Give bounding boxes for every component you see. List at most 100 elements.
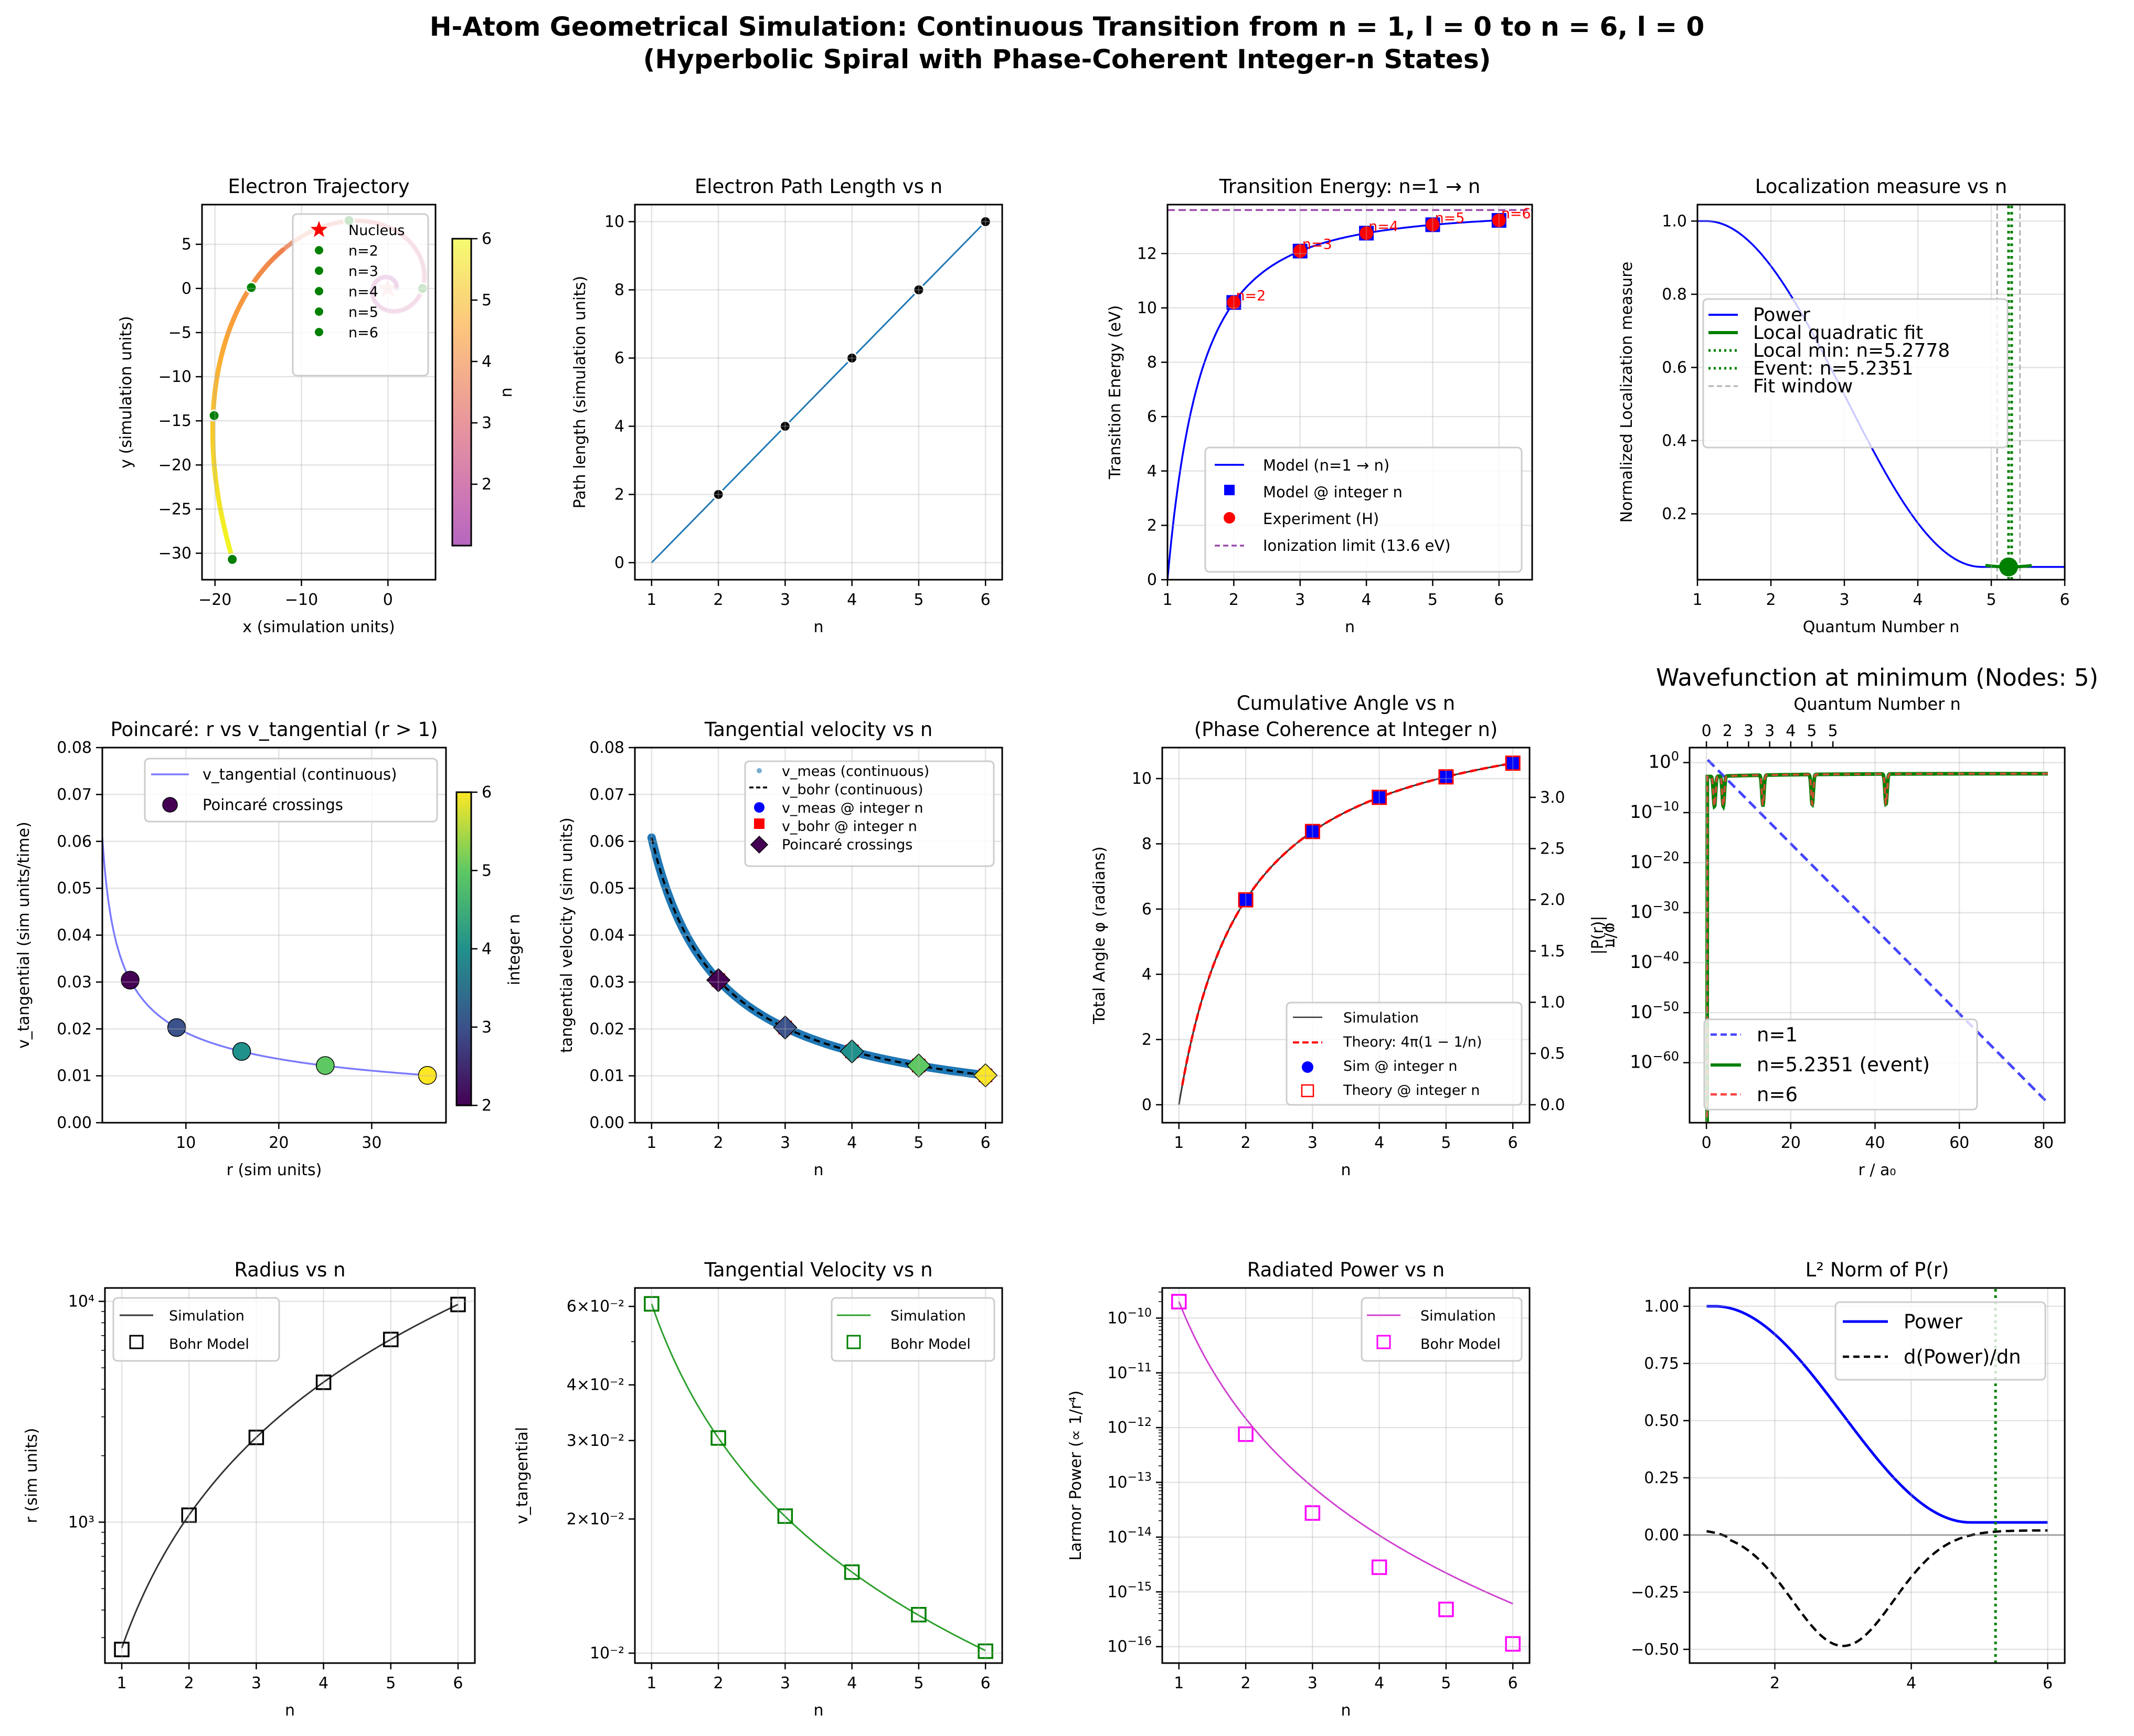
plot-area [114, 1296, 466, 1657]
poincare-crossing-marker [706, 968, 731, 993]
x-tick-label: 4 [1362, 591, 1372, 609]
y-tick-label: 4 [1142, 965, 1152, 984]
y-right-tick-label: 3.0 [1540, 789, 1565, 807]
legend-label: d(Power)/dn [1904, 1346, 2021, 1368]
x-axis-label: n [813, 1701, 823, 1720]
y-tick-label: 10 [1132, 770, 1152, 788]
colorbar-tick-label: 5 [482, 861, 492, 880]
power-curve [1706, 1305, 2048, 1524]
x-tick-label: 2 [1241, 1674, 1251, 1692]
y-tick-label: 10⁴ [68, 1293, 94, 1311]
x-tick-label: 20 [1781, 1134, 1801, 1152]
y-tick-label: 0.6 [1662, 358, 1687, 377]
y-axis-label: v_tangential [513, 1427, 532, 1524]
integer-n-point [226, 553, 239, 566]
trajectory-segment [284, 243, 290, 249]
y-axis-label: tangential velocity (sim units) [558, 817, 576, 1053]
chart-radiated-power: 1 2 3 4 5 6 10−10 10−11 10−12 10−13 10−14 10−15 10−1… [1067, 1259, 1531, 1720]
legend-label: n=4 [348, 284, 378, 300]
integer-n-marker [1505, 755, 1521, 771]
integer-n-marker [1438, 769, 1454, 785]
legend-label: v_tangential (continuous) [203, 765, 397, 783]
plot-area [644, 1296, 993, 1659]
legend-marker [129, 1335, 144, 1349]
y-tick-label: 10−20 [1630, 849, 1679, 872]
y-tick-label: 0.06 [57, 833, 92, 851]
top-x-tick-label: 3 [1765, 722, 1775, 740]
y-tick-label: 10−13 [1107, 1471, 1152, 1492]
y-tick-label: −25 [158, 500, 192, 518]
legend-label: Local quadratic fit [1753, 322, 1923, 344]
legend-label: Power [1904, 1311, 1963, 1333]
colorbar-tick-label: 3 [482, 1018, 492, 1037]
chart-title: Electron Trajectory [228, 175, 409, 198]
x-tick-label: 2 [714, 1674, 724, 1692]
legend-nucleus-icon [310, 221, 328, 237]
experiment-marker [1360, 226, 1374, 240]
axes-frame [1689, 1287, 2066, 1664]
x-tick-label: 3 [780, 591, 790, 609]
legend-marker [754, 802, 765, 813]
x-tick-label: 1 [1174, 1674, 1184, 1692]
axes-frame [634, 204, 1003, 581]
y-right-tick-label: 2.5 [1540, 839, 1565, 858]
point-annotation: n=5 [1435, 210, 1464, 226]
x-tick-label: 2 [714, 591, 724, 609]
experiment-marker [1426, 218, 1440, 232]
bohr-marker [844, 1564, 860, 1580]
x-axis-label: Quantum Number n [1803, 618, 1960, 636]
bohr-marker [777, 1508, 793, 1524]
x-tick-label: 6 [1508, 1674, 1518, 1692]
x-tick-label: 2 [714, 1134, 724, 1152]
simulation-curve [651, 1303, 986, 1652]
y-tick-label: 10−14 [1107, 1526, 1152, 1547]
legend-label: Local min: n=5.2778 [1753, 340, 1950, 361]
data-point [712, 488, 725, 500]
colorbar-tick-label: 3 [482, 414, 492, 432]
legend-label: n=2 [348, 243, 378, 259]
colorbar [451, 238, 472, 547]
y-tick-label: 4×10⁻² [567, 1376, 624, 1394]
y-tick-label: 5 [182, 236, 192, 254]
model-curve [1167, 219, 1499, 580]
y-tick-label: −20 [158, 456, 192, 474]
point-annotation: n=3 [1302, 237, 1332, 253]
legend-label: n=5.2351 (event) [1757, 1053, 1930, 1076]
axes-frame [201, 204, 437, 581]
x-axis-label: n [1341, 1161, 1351, 1179]
x-tick-label: 1 [646, 1674, 656, 1692]
y-tick-label: 100 [1648, 749, 1679, 773]
x-tick-label: 4 [847, 591, 857, 609]
x-tick-label: 1 [646, 1134, 656, 1152]
x-tick-label: 6 [1494, 591, 1504, 609]
v-bohr-curve [650, 837, 986, 1077]
legend-label: v_bohr @ integer n [782, 818, 917, 835]
y-tick-label: 0.03 [57, 973, 92, 992]
legend-marker [754, 818, 765, 829]
bohr-marker [181, 1507, 197, 1523]
legend-marker [315, 307, 323, 316]
y-right-tick-label: 0.0 [1540, 1096, 1565, 1114]
y-tick-label: 10 [1137, 299, 1157, 317]
y-tick-label: −5 [168, 324, 192, 342]
chart-trajectory: −20 −10 0 5 0 −5 −10 −15 −20 −25 −30 Electron Traje… [117, 175, 437, 636]
y-tick-label: 0.08 [57, 739, 92, 757]
legend-label: Model @ integer n [1263, 483, 1403, 501]
x-tick-label: 4 [318, 1674, 328, 1692]
v-tangential-curve [102, 837, 428, 1077]
y-tick-label: 2×10⁻² [567, 1510, 624, 1528]
x-tick-label: 5 [914, 591, 923, 609]
y-tick-label: 12 [1137, 244, 1157, 263]
legend-label: Bohr Model [169, 1336, 249, 1352]
axes-frame [634, 747, 1003, 1124]
v-meas-curve [647, 833, 990, 1080]
x-axis-label: n [1341, 1701, 1351, 1720]
legend-label: Sim @ integer n [1343, 1058, 1457, 1074]
y-tick-label: 2 [1142, 1030, 1152, 1049]
bohr-marker [1505, 1636, 1521, 1652]
chart-tangential-velocity-linear: 1 2 3 4 5 6 0.00 0.01 0.02 0.03 0.04 0.05 0.06 0.07 0.… [558, 718, 1003, 1179]
y-right-tick-label: 0.5 [1540, 1045, 1565, 1063]
event-marker [1999, 557, 2018, 577]
